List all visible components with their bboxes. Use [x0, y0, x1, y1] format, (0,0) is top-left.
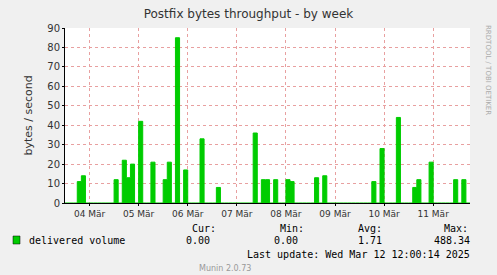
svg-text:04 Mär: 04 Mär — [74, 209, 106, 219]
svg-text:RRDTOOL / TOBI OETIKER: RRDTOOL / TOBI OETIKER — [484, 25, 492, 115]
svg-text:05 Mär: 05 Mär — [123, 209, 155, 219]
svg-text:07 Mär: 07 Mär — [221, 209, 253, 219]
svg-text:09 Mär: 09 Mär — [319, 209, 351, 219]
svg-text:08 Mär: 08 Mär — [270, 209, 302, 219]
svg-text:70: 70 — [47, 61, 60, 72]
svg-text:bytes / second: bytes / second — [22, 75, 35, 155]
svg-text:11 Mär: 11 Mär — [418, 209, 450, 219]
svg-text:10: 10 — [47, 178, 60, 189]
svg-text:0: 0 — [54, 198, 60, 209]
svg-text:Avg:: Avg: — [358, 223, 382, 234]
svg-text:90: 90 — [47, 23, 60, 34]
svg-text:60: 60 — [47, 81, 60, 92]
svg-text:Last update: Wed Mar 12 12:00:: Last update: Wed Mar 12 12:00:14 2025 — [247, 249, 470, 260]
svg-text:Max:: Max: — [444, 223, 468, 234]
svg-text:Postfix bytes throughput - by: Postfix bytes throughput - by week — [144, 7, 354, 21]
svg-text:40: 40 — [47, 120, 60, 131]
svg-text:0.00: 0.00 — [186, 235, 210, 246]
svg-text:80: 80 — [47, 42, 60, 53]
svg-text:488.34: 488.34 — [434, 235, 470, 246]
svg-text:Munin 2.0.73: Munin 2.0.73 — [199, 264, 251, 273]
svg-text:0.00: 0.00 — [274, 235, 298, 246]
svg-text:06 Mär: 06 Mär — [172, 209, 204, 219]
svg-text:10 Mär: 10 Mär — [368, 209, 400, 219]
svg-text:20: 20 — [47, 159, 60, 170]
svg-text:delivered volume: delivered volume — [29, 235, 125, 246]
svg-text:Min:: Min: — [280, 223, 304, 234]
svg-text:30: 30 — [47, 139, 60, 150]
svg-text:1.71: 1.71 — [358, 235, 382, 246]
svg-text:Cur:: Cur: — [192, 223, 216, 234]
svg-text:50: 50 — [47, 100, 60, 111]
